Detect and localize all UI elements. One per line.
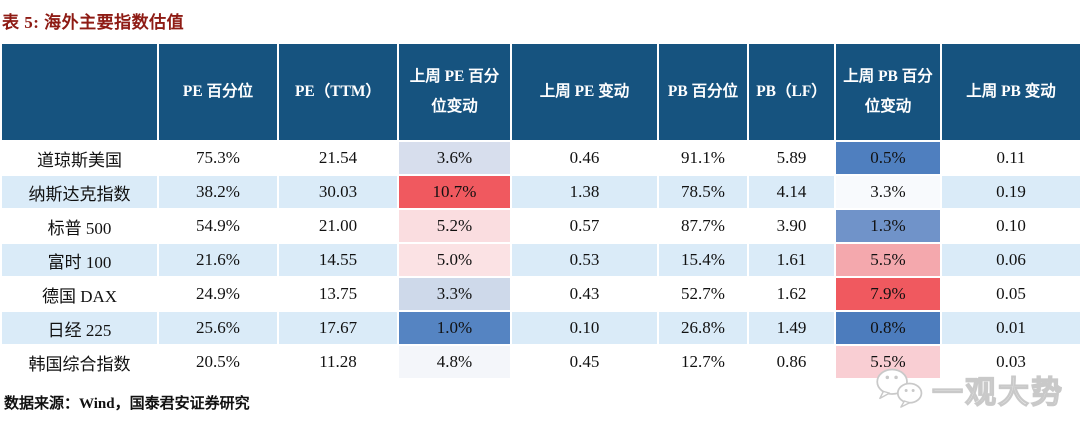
table-row: 德国 DAX 24.9% 13.75 3.3% 0.43 52.7% 1.62 7.9% 0.0… [0, 276, 1080, 312]
value-cell: 0.86 [747, 344, 836, 380]
value-cell: 20.5% [157, 344, 279, 380]
value-cell: 78.5% [657, 174, 749, 210]
value-cell: 0.01 [940, 310, 1080, 346]
value-cell: 17.67 [277, 310, 399, 346]
table-title: 表 5: 海外主要指数估值 [2, 13, 185, 32]
value-cell: 1.62 [747, 276, 836, 312]
value-cell: 0.11 [940, 140, 1080, 176]
value-cell: 87.7% [657, 208, 749, 244]
column-header: 上周 PE 变动 [510, 42, 659, 142]
value-cell: 1.61 [747, 242, 836, 278]
data-source: 数据来源：Wind，国泰君安证券研究 [4, 396, 250, 412]
value-cell: 12.7% [657, 344, 749, 380]
table-row: 道琼斯美国 75.3% 21.54 3.6% 0.46 91.1% 5.89 0.5% 0.11 [0, 140, 1080, 176]
index-name-cell: 标普 500 [0, 208, 159, 244]
value-cell: 0.45 [510, 344, 659, 380]
value-cell: 26.8% [657, 310, 749, 346]
value-cell: 75.3% [157, 140, 279, 176]
value-cell: 0.8% [834, 310, 942, 346]
value-cell: 3.3% [397, 276, 512, 312]
index-name-cell: 德国 DAX [0, 276, 159, 312]
index-name-cell: 道琼斯美国 [0, 140, 159, 176]
column-header: 上周 PB 变动 [940, 42, 1080, 142]
table-row: 富时 100 21.6% 14.55 5.0% 0.53 15.4% 1.61 5.5% 0.0… [0, 242, 1080, 278]
index-name-cell: 韩国综合指数 [0, 344, 159, 380]
table-row: 日经 225 25.6% 17.67 1.0% 0.10 26.8% 1.49 0.8% 0.0… [0, 310, 1080, 346]
value-cell: 21.00 [277, 208, 399, 244]
value-cell: 3.6% [397, 140, 512, 176]
valuation-table: PE 百分位 PE（TTM） 上周 PE 百分位变动 上周 PE 变动 PB 百分位 PB… [0, 42, 1080, 380]
index-name-cell: 富时 100 [0, 242, 159, 278]
column-header: 上周 PE 百分位变动 [397, 42, 512, 142]
value-cell: 25.6% [157, 310, 279, 346]
column-header: PE（TTM） [277, 42, 399, 142]
value-cell: 1.0% [397, 310, 512, 346]
value-cell: 4.8% [397, 344, 512, 380]
value-cell: 0.19 [940, 174, 1080, 210]
value-cell: 4.14 [747, 174, 836, 210]
table-row: 标普 500 54.9% 21.00 5.2% 0.57 87.7% 3.90 1.3% 0.1… [0, 208, 1080, 244]
value-cell: 3.3% [834, 174, 942, 210]
value-cell: 0.57 [510, 208, 659, 244]
table-row: 韩国综合指数 20.5% 11.28 4.8% 0.45 12.7% 0.86 5.5% 0.0… [0, 344, 1080, 380]
header-row: PE 百分位 PE（TTM） 上周 PE 百分位变动 上周 PE 变动 PB 百分位 PB… [0, 42, 1080, 142]
value-cell: 10.7% [397, 174, 512, 210]
value-cell: 5.0% [397, 242, 512, 278]
value-cell: 0.5% [834, 140, 942, 176]
value-cell: 30.03 [277, 174, 399, 210]
value-cell: 21.54 [277, 140, 399, 176]
value-cell: 21.6% [157, 242, 279, 278]
column-header: PB（LF） [747, 42, 836, 142]
index-name-cell: 纳斯达克指数 [0, 174, 159, 210]
column-header: 上周 PB 百分位变动 [834, 42, 942, 142]
value-cell: 0.10 [940, 208, 1080, 244]
corner-cell [0, 42, 159, 142]
value-cell: 91.1% [657, 140, 749, 176]
value-cell: 11.28 [277, 344, 399, 380]
value-cell: 52.7% [657, 276, 749, 312]
value-cell: 0.10 [510, 310, 659, 346]
value-cell: 38.2% [157, 174, 279, 210]
value-cell: 1.3% [834, 208, 942, 244]
value-cell: 15.4% [657, 242, 749, 278]
value-cell: 5.2% [397, 208, 512, 244]
column-header: PE 百分位 [157, 42, 279, 142]
value-cell: 0.06 [940, 242, 1080, 278]
value-cell: 13.75 [277, 276, 399, 312]
value-cell: 5.89 [747, 140, 836, 176]
value-cell: 0.05 [940, 276, 1080, 312]
value-cell: 1.38 [510, 174, 659, 210]
value-cell: 3.90 [747, 208, 836, 244]
value-cell: 0.53 [510, 242, 659, 278]
value-cell: 0.43 [510, 276, 659, 312]
value-cell: 0.46 [510, 140, 659, 176]
index-name-cell: 日经 225 [0, 310, 159, 346]
table-row: 纳斯达克指数 38.2% 30.03 10.7% 1.38 78.5% 4.14 3.3% 0.… [0, 174, 1080, 210]
column-header: PB 百分位 [657, 42, 749, 142]
value-cell: 0.03 [940, 344, 1080, 380]
value-cell: 14.55 [277, 242, 399, 278]
value-cell: 24.9% [157, 276, 279, 312]
value-cell: 1.49 [747, 310, 836, 346]
value-cell: 54.9% [157, 208, 279, 244]
value-cell: 7.9% [834, 276, 942, 312]
value-cell: 5.5% [834, 242, 942, 278]
value-cell: 5.5% [834, 344, 942, 380]
